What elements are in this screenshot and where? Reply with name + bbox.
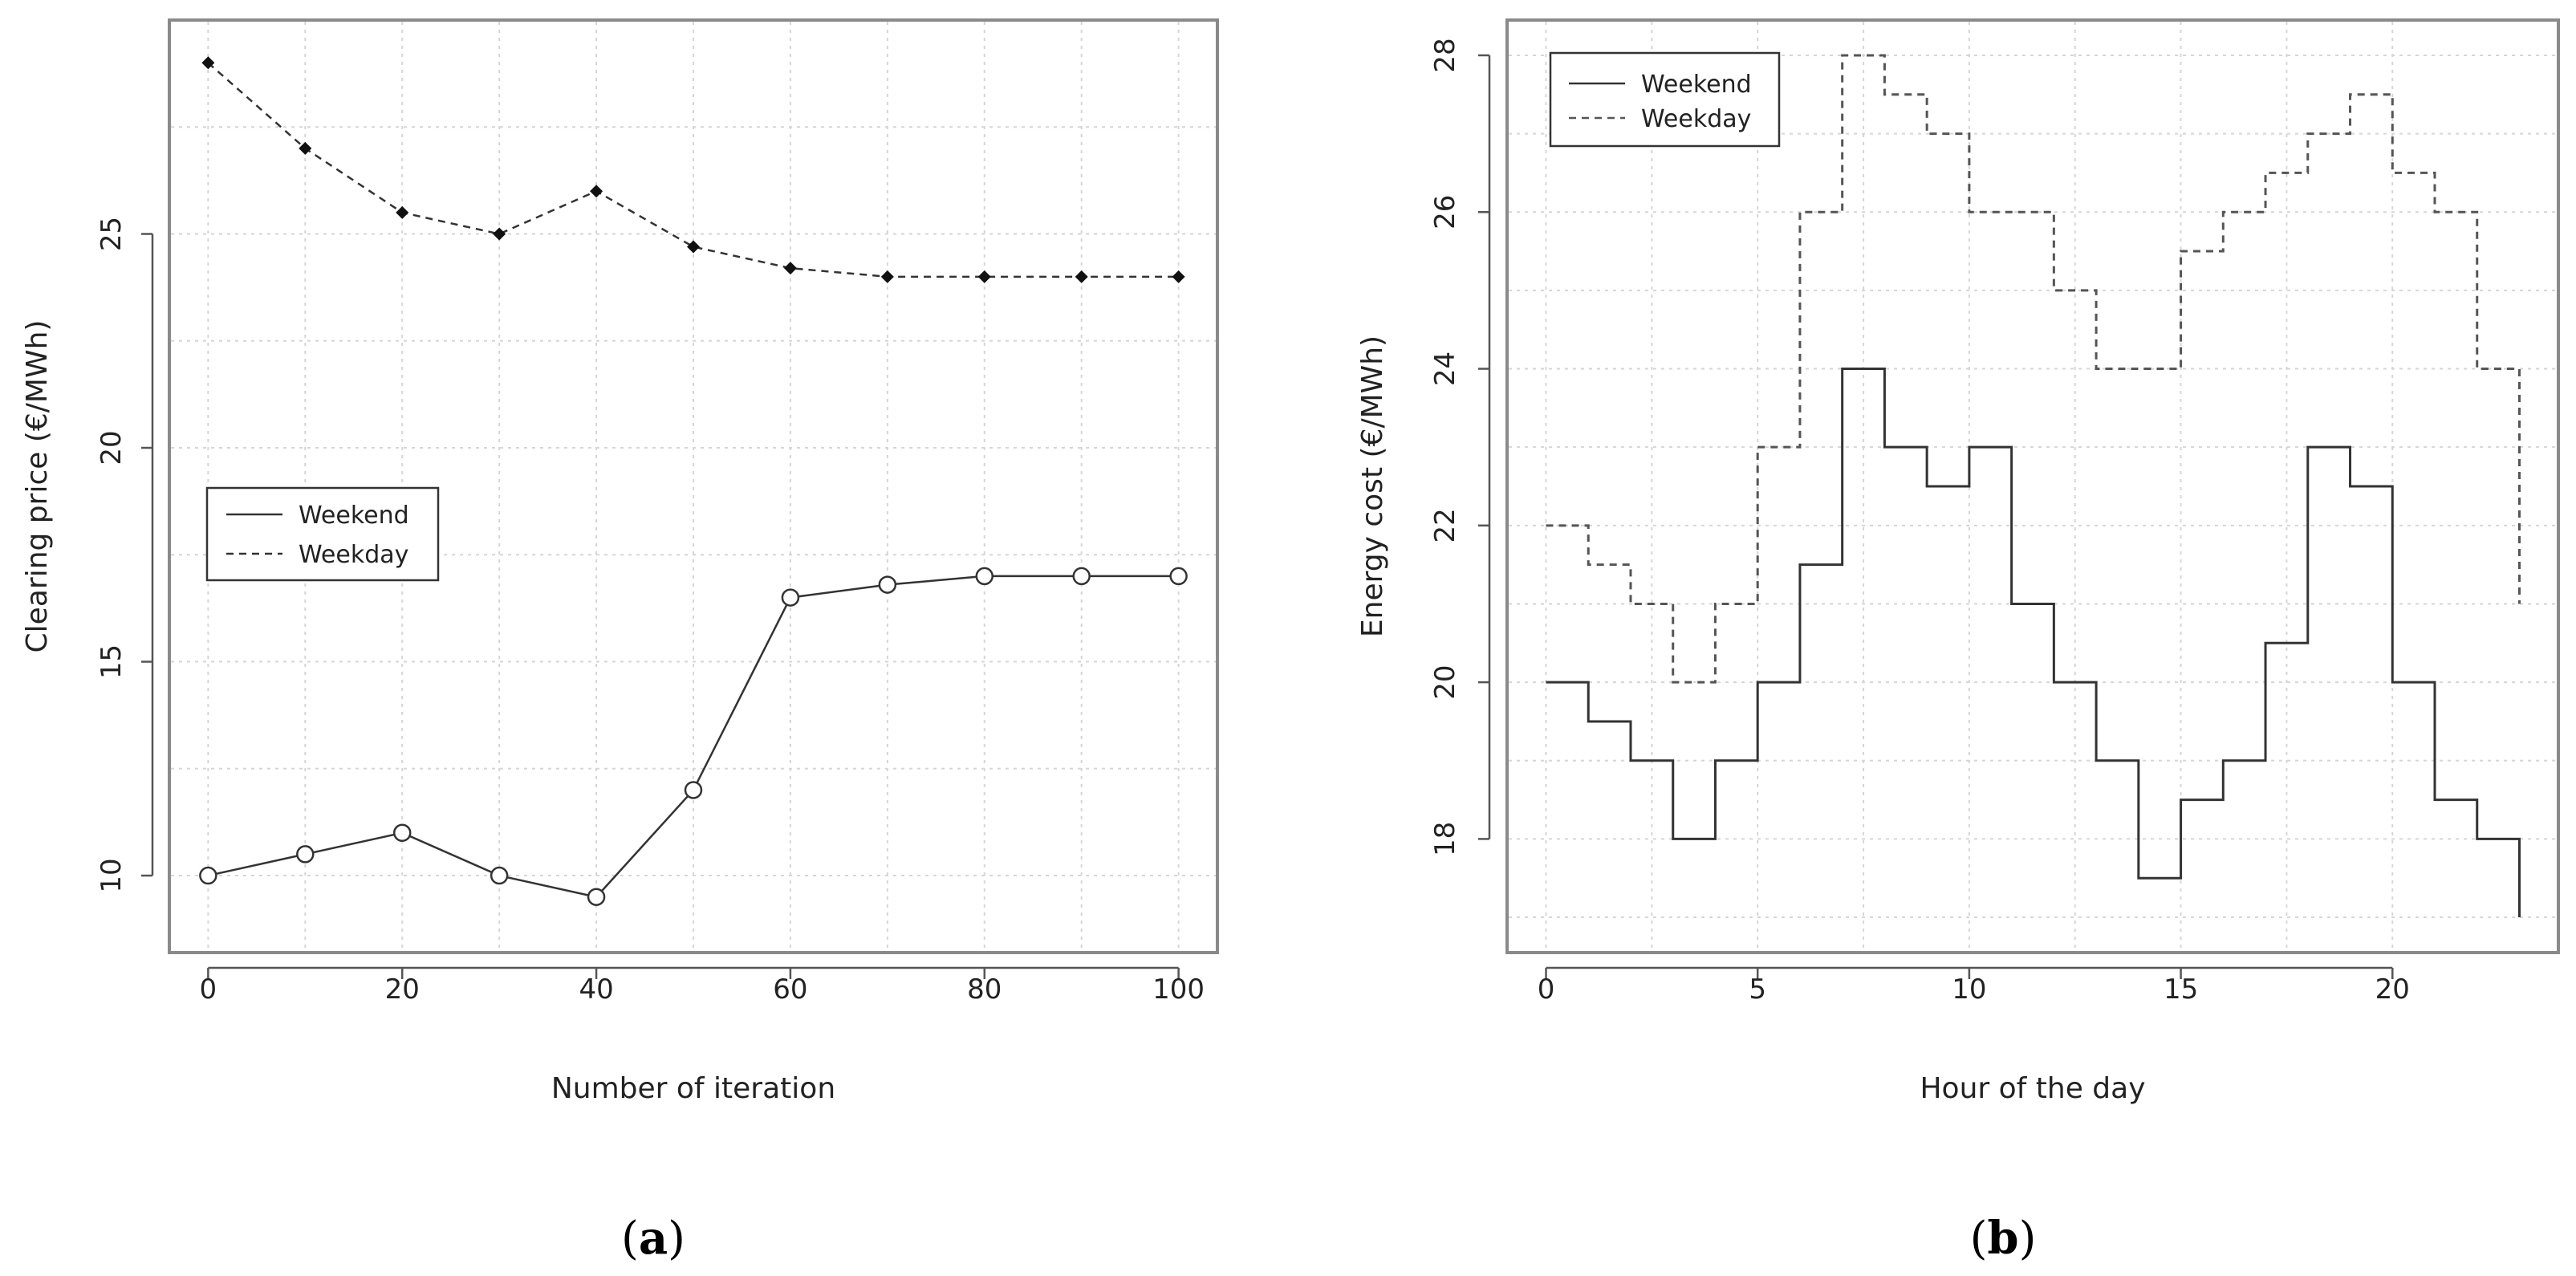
chart-a-point-weekend: [1169, 567, 1188, 586]
chart-b-series-weekday-line: [1546, 54, 2521, 684]
chart-a-legend-weekend-label: Weekend: [299, 502, 409, 530]
chart-a-x-tick-label: 40: [579, 973, 613, 1006]
chart-b-legend-weekend-label: Weekend: [1641, 71, 1752, 99]
chart-a-x-tick-label: 80: [967, 973, 1002, 1006]
chart-b-y-tick-label: 24: [1429, 352, 1461, 386]
chart-a-point-weekend: [199, 866, 217, 885]
chart-a-plot-frame: [168, 18, 1219, 954]
chart-b-y-tick-label: 22: [1429, 508, 1461, 543]
chart-b-x-tick-label: 10: [1952, 973, 1986, 1006]
chart-a-x-tick-label: 60: [773, 973, 807, 1006]
chart-a-point-weekend: [490, 866, 509, 885]
chart-a-y-tick-label: 20: [95, 430, 128, 465]
chart-a-point-weekday: [493, 227, 506, 241]
chart-a-point-weekend: [296, 845, 315, 864]
chart-a-point-weekday: [783, 262, 797, 275]
chart-b-y-tick-label: 20: [1429, 664, 1461, 699]
chart-b-caption: (b): [1970, 1212, 2037, 1265]
chart-a-point-weekday: [1172, 270, 1185, 283]
chart-b-y-axis-title: Energy cost (€/MWh): [1356, 335, 1389, 637]
chart-b-x-tick-label: 15: [2164, 973, 2198, 1006]
chart-b-x-tick-label: 20: [2375, 973, 2410, 1006]
chart-a-legend-weekday-label: Weekday: [299, 541, 408, 569]
chart-b-x-axis-title: Hour of the day: [1920, 1072, 2145, 1105]
chart-a-x-axis-title: Number of iteration: [551, 1072, 835, 1105]
chart-a-point-weekend: [878, 575, 897, 594]
chart-a-point-weekend: [587, 888, 606, 906]
chart-a-point-weekday: [1075, 270, 1088, 283]
chart-b-plot-frame: [1505, 18, 2560, 954]
chart-a-point-weekend: [1072, 567, 1091, 586]
chart-a-x-tick-label: 0: [200, 973, 217, 1006]
chart-a: 0 20 40 60 80 100 10 15 20 25 Number of iteration…: [21, 18, 1219, 1265]
chart-a-series-weekday-line: [207, 62, 1179, 278]
chart-a-x-tick-label: 100: [1152, 973, 1205, 1006]
chart-a-point-weekend: [975, 567, 994, 586]
chart-b: 0 5 10 15 20 18 20 22 24 26 28 Hour of the day Ene…: [1356, 18, 2560, 1265]
chart-a-y-tick-label: 25: [95, 217, 128, 251]
chart-a-x-tick-label: 20: [385, 973, 420, 1006]
chart-a-point-weekend: [392, 823, 412, 843]
chart-a-point-weekday: [396, 205, 409, 219]
chart-a-y-tick-label: 15: [95, 644, 128, 679]
chart-b-legend-weekday-label: Weekday: [1641, 105, 1751, 133]
chart-b-y-tick-label: 28: [1429, 38, 1461, 72]
chart-b-y-tick-label: 18: [1429, 822, 1461, 856]
chart-a-point-weekday: [977, 270, 991, 283]
chart-b-series-weekend-line: [1546, 368, 2521, 918]
chart-a-y-tick-label: 10: [95, 858, 128, 892]
chart-b-x-tick-label: 0: [1538, 973, 1555, 1006]
chart-a-y-axis-title: Clearing price (€/MWh): [21, 320, 54, 653]
chart-a-point-weekend: [684, 781, 703, 799]
chart-a-point-weekday: [880, 270, 894, 283]
chart-a-point-weekday: [590, 185, 603, 198]
chart-a-caption: (a): [621, 1212, 685, 1265]
chart-a-point-weekend: [781, 588, 800, 607]
chart-a-legend: Weekend Weekday: [205, 486, 440, 582]
chart-b-legend: Weekend Weekday: [1549, 51, 1781, 148]
chart-a-point-weekday: [201, 56, 215, 70]
chart-a-point-weekday: [687, 240, 700, 254]
chart-b-x-tick-label: 5: [1749, 973, 1766, 1006]
chart-b-y-tick-label: 26: [1429, 195, 1461, 230]
chart-a-point-weekday: [299, 141, 312, 155]
